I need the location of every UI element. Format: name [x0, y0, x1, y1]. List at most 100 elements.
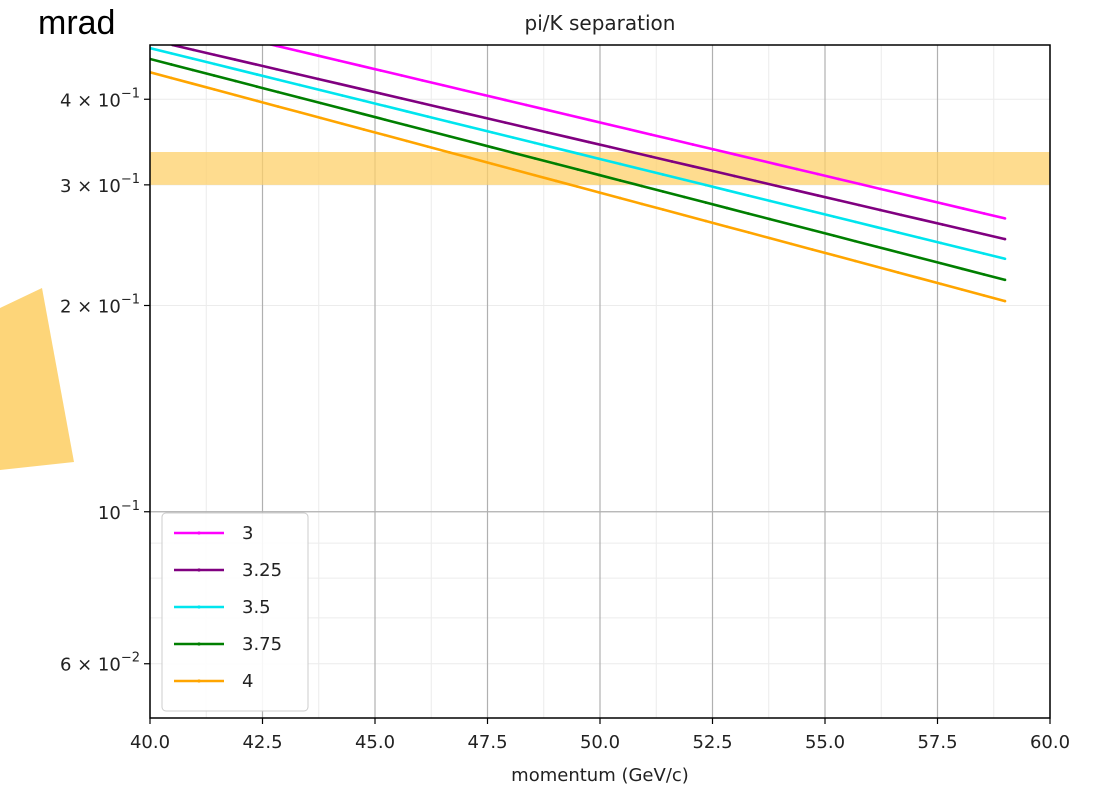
series-point [362, 112, 366, 116]
series-point [191, 57, 195, 60]
series-point [725, 225, 729, 229]
series-point [420, 101, 424, 105]
side-highlight-shape [0, 288, 74, 470]
series-point [504, 98, 507, 102]
series-point [462, 88, 466, 92]
legend-marker [197, 531, 201, 535]
series-point [525, 103, 528, 107]
series-point [683, 195, 686, 199]
series-point [170, 52, 173, 55]
series-point [640, 167, 643, 171]
series-point [545, 131, 549, 134]
series-point [795, 167, 799, 171]
series-point [383, 133, 387, 137]
series-point [441, 83, 445, 87]
legend-marker [197, 605, 201, 609]
series-point [170, 63, 173, 66]
series-point [774, 162, 778, 166]
x-axis-ticks: 40.0 42.5 45.0 47.5 50.0 52.5 55.0 57.5 60.0 [130, 718, 1070, 753]
series-point [525, 126, 528, 129]
series-point [405, 139, 408, 143]
y-tick-label: 10−1 [98, 499, 140, 524]
series-point [212, 53, 216, 57]
series-point [405, 110, 408, 113]
series-point [362, 128, 366, 131]
series-point [337, 82, 341, 86]
series-point [629, 128, 632, 131]
series-point [982, 212, 986, 215]
series-point [469, 156, 472, 160]
series-point [875, 225, 879, 229]
series-point [533, 157, 537, 160]
series-point [875, 245, 879, 249]
series-point [875, 265, 879, 269]
series-point [512, 168, 515, 171]
series-point [1003, 217, 1007, 220]
series-point [618, 179, 622, 182]
y-tick-label: 2 × 10−1 [60, 293, 140, 318]
series-point [733, 153, 736, 156]
series-point [629, 150, 632, 154]
series-point [816, 194, 819, 197]
series-point [768, 199, 772, 203]
series-point [504, 121, 507, 124]
series-point [276, 105, 280, 108]
series-point [753, 179, 757, 183]
series-point [576, 185, 579, 188]
series-point [533, 141, 537, 145]
legend-label: 3.5 [242, 597, 271, 618]
series-point [426, 115, 430, 118]
series-point [341, 122, 344, 126]
series-point [587, 118, 591, 122]
unit-label: mrad [38, 4, 116, 42]
series-point [837, 198, 840, 202]
series-point [554, 179, 558, 183]
series-point [982, 252, 985, 255]
series-point [920, 197, 924, 200]
series-point [405, 123, 408, 127]
series-point [858, 203, 861, 207]
y-axis-ticks: 4 × 10−1 3 × 10−1 2 × 10−1 10−1 6 × 10−2 [60, 86, 150, 676]
series-point [768, 217, 772, 221]
series-layer [150, 20, 1007, 303]
series-point [597, 157, 601, 161]
series-point [341, 94, 344, 97]
series-point [171, 20, 174, 23]
series-point [255, 73, 259, 76]
series-point [896, 231, 900, 234]
series-point [854, 220, 857, 224]
series-point [816, 172, 819, 176]
x-tick-label: 60.0 [1030, 732, 1070, 753]
series-point [234, 79, 237, 83]
series-point [640, 202, 643, 206]
series-point [469, 125, 472, 129]
series-point [512, 151, 515, 155]
series-point [661, 173, 665, 176]
legend-label: 3.75 [242, 634, 282, 655]
series-point [683, 213, 686, 217]
series-point [566, 135, 570, 139]
x-tick-label: 47.5 [467, 732, 507, 753]
series-point [670, 160, 674, 163]
series-point [462, 111, 466, 115]
series-point [960, 288, 964, 291]
series-point [704, 201, 708, 204]
series-point [747, 194, 750, 197]
legend: 3 3.25 3.5 3.75 4 [161, 512, 309, 712]
series-1 [171, 45, 1007, 241]
series-point [691, 165, 695, 168]
series-point [608, 123, 611, 127]
series-point [212, 88, 216, 91]
series-point [683, 178, 686, 182]
series-point [319, 101, 323, 105]
series-point [960, 246, 964, 250]
series-2 [150, 46, 1007, 261]
series-point [691, 143, 695, 146]
series-point [832, 254, 836, 257]
x-tick-label: 40.0 [130, 732, 170, 753]
series-point [747, 212, 750, 215]
legend-label: 4 [242, 671, 253, 692]
y-tick-label: 3 × 10−1 [60, 172, 140, 197]
series-0 [171, 20, 1007, 220]
